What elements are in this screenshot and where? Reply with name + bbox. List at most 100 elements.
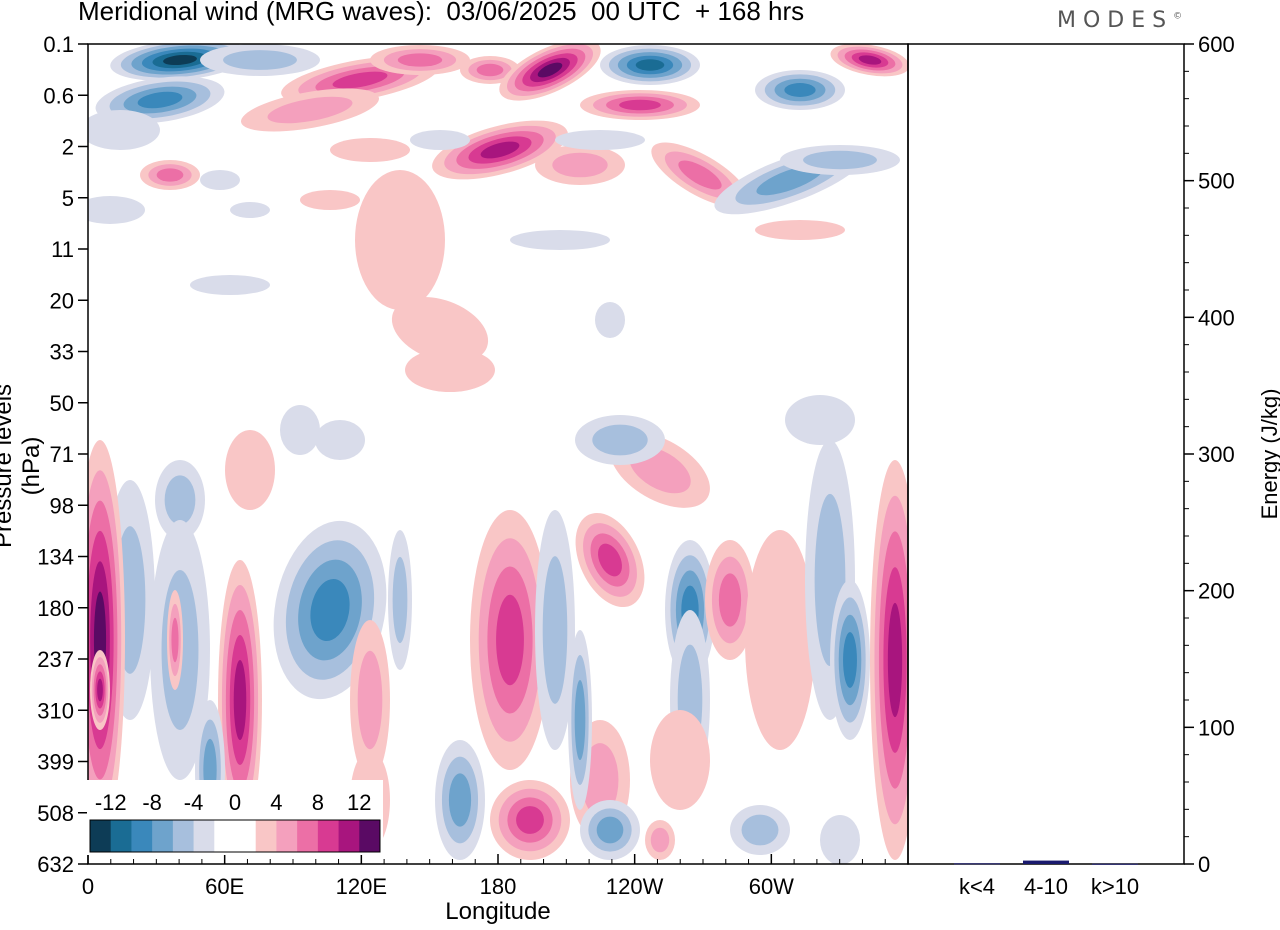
x-tick-label: 60W (749, 874, 794, 899)
wind-contour-fill (496, 594, 524, 686)
energy-tick-label: 200 (1198, 579, 1235, 604)
wind-contour-fill (332, 71, 388, 89)
colorbar-frame (89, 819, 381, 853)
wind-contour-fill (392, 556, 408, 644)
y-tick-label: 237 (37, 647, 74, 672)
energy-bar (1023, 860, 1069, 864)
wind-contour-fill (619, 99, 661, 111)
wind-contour-fill (267, 96, 353, 124)
y-tick-label: 0.6 (43, 83, 74, 108)
wind-field (88, 44, 908, 864)
wind-contour-fill (803, 150, 877, 170)
wind-contour-fill (596, 816, 624, 844)
wind-contour-fill (858, 55, 882, 65)
wind-contour-fill (410, 130, 470, 150)
y-tick-label: 33 (50, 340, 74, 365)
wind-contour-fill (741, 814, 779, 846)
wind-contour-fill (581, 743, 619, 817)
energy-panel: 0 100 200 300 400 500 600 k<4 4-10 k>10 (954, 32, 1235, 899)
x-tick-label: 120E (336, 874, 387, 899)
colorbar-swatch (255, 820, 277, 852)
wind-contour-fill (300, 190, 360, 210)
energy-category-label: 4-10 (1024, 874, 1068, 899)
x-tick-label: 60E (205, 874, 244, 899)
y-tick-label: 310 (37, 698, 74, 723)
energy-tick-label: 600 (1198, 32, 1235, 57)
y-tick-label: 98 (50, 493, 74, 518)
energy-tick-label: 0 (1198, 852, 1210, 877)
wind-contour-fill (355, 170, 445, 310)
wind-contour-fill (635, 59, 665, 71)
wind-contour-fill (88, 196, 145, 224)
wind-contour-fill (555, 130, 645, 150)
wind-contour-fill (223, 50, 297, 70)
wind-contour-fill (510, 230, 610, 250)
energy-tick-label: 400 (1198, 305, 1235, 330)
wind-contour-fill (225, 430, 275, 510)
colorbar-swatch (338, 820, 360, 852)
x-tick-label: 120W (606, 874, 664, 899)
wind-contour-fill (678, 160, 722, 190)
energy-tick-label: 300 (1198, 442, 1235, 467)
wind-contour-fill (755, 220, 845, 240)
wind-contour-fill (164, 475, 196, 525)
y-tick-label: 11 (51, 237, 74, 262)
wind-contour-fill (820, 815, 860, 864)
colorbar-swatch (110, 820, 132, 852)
logo-mark: © (1173, 11, 1183, 22)
colorbar-label: -8 (142, 790, 162, 815)
colorbar-swatch (193, 820, 215, 852)
colorbar-swatch (359, 820, 381, 852)
y-tick-label: 632 (37, 852, 74, 877)
wind-contour-fill (650, 710, 710, 810)
x-axis-label: Longitude (445, 898, 551, 925)
y-tick-label: 0.1 (43, 32, 74, 57)
colorbar-swatch (276, 820, 298, 852)
wind-contour-fill (190, 275, 270, 295)
wind-contour-fill (330, 138, 410, 162)
y-tick-label: 508 (37, 801, 74, 826)
wind-contour-fill (233, 660, 247, 740)
x-tick-label: 0 (82, 874, 94, 899)
wind-contour-fill (784, 83, 816, 97)
wind-contour-fill (480, 141, 520, 159)
wind-contour-fill (592, 424, 648, 456)
colorbar-label: 8 (312, 790, 324, 815)
energy-frame (907, 43, 1185, 865)
wind-contour-fill (745, 530, 815, 750)
wind-contour-fill (598, 543, 622, 577)
wind-contour-fill (887, 602, 903, 718)
energy-bar (954, 863, 1000, 865)
y-tick-label: 180 (37, 596, 74, 621)
wind-contour-fill (448, 773, 472, 827)
colorbar-swatch (90, 820, 112, 852)
y-tick-label: 399 (37, 750, 74, 775)
wind-contour-fill (718, 573, 742, 627)
wind-contour-fill (88, 110, 160, 150)
colorbar-label: 12 (347, 790, 371, 815)
wind-contour-fill (200, 170, 240, 190)
wind-contour-fill (280, 405, 320, 455)
colorbar-swatch (297, 820, 319, 852)
x-tick-label: 180 (480, 874, 517, 899)
wind-contour-fill (391, 297, 489, 363)
y-tick-label: 5 (62, 186, 74, 211)
logo-text: MODES (1057, 8, 1174, 33)
colorbar-label: 4 (270, 790, 282, 815)
wind-contour-fill (552, 152, 608, 178)
energy-bar (1092, 863, 1138, 865)
wind-contour-fill (574, 680, 586, 760)
energy-category-label: k>10 (1091, 874, 1139, 899)
colorbar-swatch (214, 820, 236, 852)
colorbar-swatch (131, 820, 153, 852)
wind-contour-fill (163, 54, 197, 66)
y-tick-label: 2 (62, 135, 74, 160)
wind-contour-fill (516, 806, 544, 834)
chart-title: Meridional wind (MRG waves): 03/06/2025 … (78, 0, 805, 26)
wind-contour-fill (785, 395, 855, 445)
y-tick-label: 71 (50, 442, 74, 467)
colorbar-label: -4 (184, 790, 204, 815)
colorbar-swatch (235, 820, 257, 852)
